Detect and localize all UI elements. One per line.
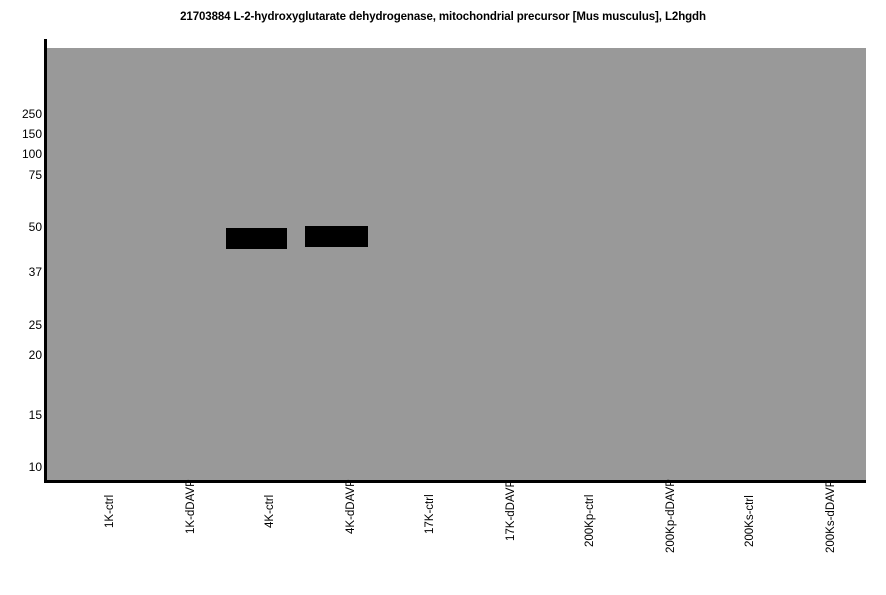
y-axis-tick-labels: 250 150 100 75 50 37 25 20 15 10 [0,0,42,595]
x-axis-tick-label: 4K-dDAVP [345,479,357,535]
gel-plot-area [47,48,866,480]
gel-band [305,226,368,247]
y-axis-tick-label: 100 [21,147,42,161]
x-axis-tick-label: 200Kp-dDAVP [665,479,677,554]
y-axis-tick-label: 75 [28,168,42,182]
y-axis-tick-label: 15 [28,408,42,422]
page-title: 21703884 L-2-hydroxyglutarate dehydrogen… [180,11,706,23]
y-axis-tick-label: 150 [21,127,42,141]
y-axis-tick-label: 50 [28,220,42,234]
y-axis-line [44,39,47,480]
x-axis-tick-label: 1K-dDAVP [185,479,197,535]
x-axis-tick-label: 1K-ctrl [104,494,116,529]
x-axis-tick-label: 200Kp-ctrl [584,494,596,547]
x-axis-tick-label: 17K-dDAVP [505,479,517,541]
x-axis-tick-label: 4K-ctrl [264,494,276,529]
x-axis-line [44,480,866,483]
x-axis-tick-label: 200Ks-ctrl [744,495,756,547]
y-axis-tick-label: 250 [21,107,42,121]
y-axis-tick-label: 37 [28,265,42,279]
y-axis-tick-label: 10 [28,460,42,474]
x-axis-tick-label: 200Ks-dDAVP [825,480,837,554]
y-axis-tick-label: 25 [28,318,42,332]
gel-band [226,228,287,249]
y-axis-tick-label: 20 [28,348,42,362]
x-axis-tick-label: 17K-ctrl [424,494,436,535]
